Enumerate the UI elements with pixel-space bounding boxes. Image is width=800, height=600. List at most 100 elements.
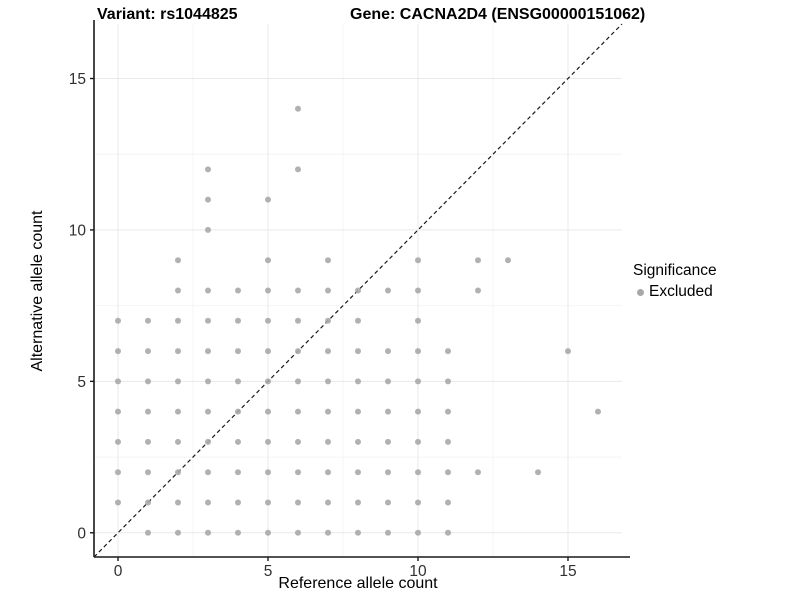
data-point: [385, 438, 391, 445]
data-point: [235, 287, 241, 294]
data-point: [175, 499, 181, 506]
data-point: [415, 408, 421, 415]
data-point: [175, 408, 181, 415]
data-point: [295, 348, 301, 355]
y-tick-label: 0: [77, 525, 86, 542]
data-point: [145, 438, 151, 445]
data-point: [115, 408, 121, 415]
x-axis-title: Reference allele count: [278, 575, 438, 592]
data-point: [565, 348, 571, 355]
data-point: [235, 529, 241, 536]
data-point: [385, 499, 391, 506]
data-point: [385, 348, 391, 355]
data-point: [445, 529, 451, 536]
data-point: [415, 378, 421, 385]
data-point: [325, 438, 331, 445]
data-point: [475, 287, 481, 294]
data-point: [295, 105, 301, 112]
data-point: [355, 348, 361, 355]
y-tick-label: 5: [77, 374, 86, 391]
data-point: [385, 287, 391, 294]
data-point: [445, 438, 451, 445]
data-point: [295, 317, 301, 324]
data-point: [265, 499, 271, 506]
data-point: [355, 529, 361, 536]
data-point: [175, 257, 181, 264]
data-point: [355, 287, 361, 294]
data-point: [235, 438, 241, 445]
y-tick-label: 15: [69, 71, 86, 88]
data-point: [415, 529, 421, 536]
data-point: [445, 408, 451, 415]
data-point: [355, 469, 361, 476]
data-point: [415, 317, 421, 324]
data-point: [175, 378, 181, 385]
data-point: [415, 257, 421, 264]
data-point: [355, 499, 361, 506]
legend-title: Significance: [633, 262, 717, 279]
data-point: [115, 469, 121, 476]
plot-title-gene: Gene: CACNA2D4 (ENSG00000151062): [350, 6, 646, 23]
legend-item-label: Excluded: [649, 283, 713, 300]
data-point: [295, 378, 301, 385]
data-point: [475, 469, 481, 476]
data-point: [115, 348, 121, 355]
data-point: [205, 438, 211, 445]
data-point: [145, 348, 151, 355]
data-point: [385, 408, 391, 415]
legend-item-excluded: Excluded: [633, 283, 717, 301]
identity-line: [93, 23, 623, 558]
data-point: [175, 438, 181, 445]
data-point: [265, 257, 271, 264]
data-point: [265, 438, 271, 445]
data-point: [385, 378, 391, 385]
legend-point-icon: [637, 288, 644, 296]
data-point: [295, 408, 301, 415]
data-point: [475, 257, 481, 264]
data-point: [295, 287, 301, 294]
data-point: [265, 469, 271, 476]
data-point: [325, 317, 331, 324]
data-point: [175, 469, 181, 476]
data-point: [265, 348, 271, 355]
legend: Significance Excluded: [633, 262, 717, 301]
data-point: [205, 196, 211, 203]
data-point: [295, 438, 301, 445]
data-point: [235, 469, 241, 476]
data-point: [445, 378, 451, 385]
data-point: [205, 408, 211, 415]
data-point: [295, 499, 301, 506]
data-point: [265, 287, 271, 294]
data-point: [235, 499, 241, 506]
data-point: [265, 317, 271, 324]
data-point: [415, 348, 421, 355]
data-point: [205, 226, 211, 233]
data-point: [385, 529, 391, 536]
data-point: [175, 317, 181, 324]
data-point: [115, 438, 121, 445]
data-point: [115, 378, 121, 385]
data-point: [415, 287, 421, 294]
data-point: [325, 348, 331, 355]
data-point: [415, 438, 421, 445]
data-point: [235, 408, 241, 415]
data-point: [205, 378, 211, 385]
data-point: [325, 378, 331, 385]
plot-title-variant: Variant: rs1044825: [97, 6, 238, 23]
x-tick-label: 0: [114, 563, 123, 580]
data-point: [145, 529, 151, 536]
x-tick-label: 5: [264, 563, 273, 580]
data-point: [355, 378, 361, 385]
data-point: [175, 348, 181, 355]
data-point: [445, 499, 451, 506]
data-point: [295, 529, 301, 536]
data-point: [205, 469, 211, 476]
y-tick-label: 10: [69, 222, 87, 239]
data-point: [295, 166, 301, 173]
data-point: [535, 469, 541, 476]
data-point: [325, 287, 331, 294]
data-point: [115, 317, 121, 324]
data-point: [505, 257, 511, 264]
